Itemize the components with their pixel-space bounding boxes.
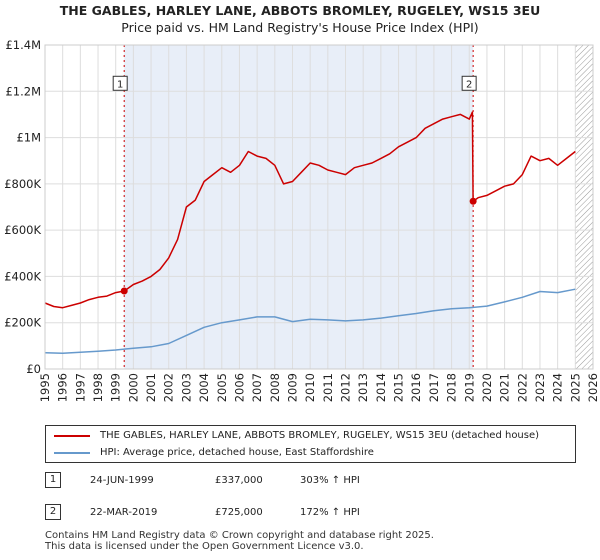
price-chart: 1 2 £0 £200K £400K £600K £800K £1M £1.2M £1.4M 1… [4,38,600,402]
x-tick-label: 2003 [179,373,193,402]
x-tick-label: 2021 [498,373,512,402]
y-tick-label: £1.2M [5,84,41,98]
x-tick-label: 2011 [321,373,335,402]
annotation-badge: 1 [112,75,128,91]
annotation-box [461,75,477,91]
x-tick-label: 2025 [568,373,582,402]
x-tick-label: 1997 [73,373,87,402]
x-tick-label: 2008 [268,373,282,402]
legend-label-hpi: HPI: Average price, detached house, East… [100,447,374,458]
x-tick-label: 2012 [339,373,353,402]
y-tick-label: £0 [26,362,41,376]
x-tick-label: 2013 [356,373,370,402]
y-tick-label: £1.4M [5,38,41,52]
x-tick-label: 2000 [126,373,140,402]
sale-price: £725,000 [215,507,263,518]
x-tick-label: 2010 [303,373,317,402]
sale-date: 22-MAR-2019 [90,507,158,518]
x-tick-label: 2026 [586,373,600,402]
y-tick-label: £800K [4,177,41,191]
sale-point [469,197,477,205]
annotation-label: 2 [466,79,472,90]
footer-licence: This data is licensed under the Open Gov… [45,541,364,552]
x-tick-label: 2001 [144,373,158,402]
annotation-label: 1 [117,79,123,90]
plot-border [44,44,594,370]
x-tick-label: 1999 [109,373,123,402]
property-price-line [44,111,576,309]
x-tick-label: 2018 [445,373,459,402]
legend-label-property: THE GABLES, HARLEY LANE, ABBOTS BROMLEY,… [100,430,540,441]
ownership-shade [124,45,474,369]
hpi-line [44,288,576,355]
x-tick-label: 2006 [232,373,246,402]
legend-swatch-hpi [54,452,90,454]
chart-title: THE GABLES, HARLEY LANE, ABBOTS BROMLEY,… [0,2,600,36]
sale-badge: 1 [45,472,61,488]
legend-swatch-property [54,435,90,437]
x-tick-label: 2015 [392,373,406,402]
x-tick-label: 2016 [409,373,423,402]
sale-date: 24-JUN-1999 [90,475,154,486]
footer-copyright: Contains HM Land Registry data © Crown c… [45,530,434,541]
sale-point [120,287,128,295]
x-tick-label: 2023 [533,373,547,402]
x-tick-label: 2022 [515,373,529,402]
x-tick-label: 2004 [197,373,211,402]
x-tick-label: 2017 [427,373,441,402]
chart-title-line2: Price paid vs. HM Land Registry's House … [121,20,479,35]
chart-title-line1: THE GABLES, HARLEY LANE, ABBOTS BROMLEY,… [59,3,541,18]
footer: Contains HM Land Registry data © Crown c… [45,530,434,552]
annotation-badge: 2 [461,75,477,91]
x-tick-label: 2007 [250,373,264,402]
x-tick-label: 1995 [38,373,52,402]
sale-badge: 2 [45,504,61,520]
annotation-box [112,75,128,91]
x-tick-label: 2014 [374,373,388,402]
forecast-hatch [575,45,593,369]
y-tick-label: £200K [4,316,41,330]
x-tick-label: 2005 [215,373,229,402]
x-tick-label: 2009 [285,373,299,402]
y-tick-label: £600K [4,223,41,237]
x-tick-label: 2024 [551,373,565,402]
x-tick-label: 2020 [480,373,494,402]
x-tick-label: 1998 [91,373,105,402]
sale-hpi-change: 172% ↑ HPI [300,507,360,518]
sale-price: £337,000 [215,475,263,486]
sale-hpi-change: 303% ↑ HPI [300,475,360,486]
x-tick-label: 2002 [162,373,176,402]
y-tick-label: £1M [16,131,41,145]
legend: THE GABLES, HARLEY LANE, ABBOTS BROMLEY,… [45,425,576,463]
x-tick-label: 1996 [56,373,70,402]
y-tick-label: £400K [4,269,41,283]
x-tick-label: 2019 [462,373,476,402]
